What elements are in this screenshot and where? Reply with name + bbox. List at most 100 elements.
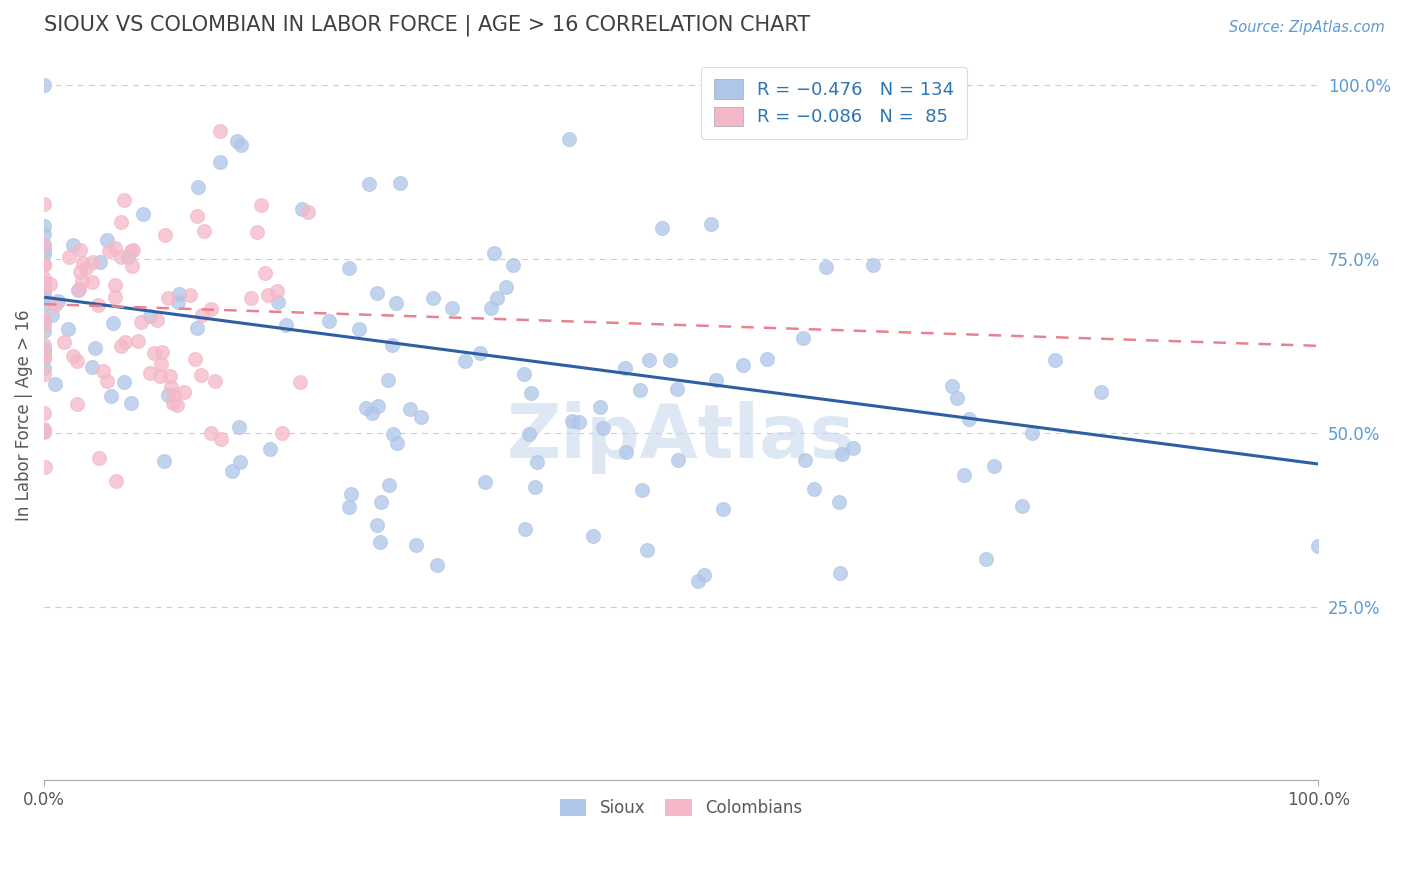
Point	[381, 337, 404, 351]
Point	[628, 383, 651, 397]
Point	[495, 280, 517, 294]
Point	[69, 244, 91, 258]
Point	[110, 215, 132, 229]
Point	[32, 219, 55, 234]
Point	[368, 535, 391, 549]
Point	[32, 227, 55, 241]
Point	[208, 154, 231, 169]
Point	[711, 501, 734, 516]
Point	[200, 302, 222, 317]
Point	[953, 467, 976, 482]
Point	[1090, 385, 1112, 400]
Point	[1043, 352, 1066, 367]
Point	[80, 359, 103, 374]
Point	[179, 287, 201, 301]
Point	[32, 237, 55, 252]
Point	[146, 312, 169, 326]
Point	[32, 258, 55, 272]
Point	[139, 366, 162, 380]
Point	[186, 321, 208, 335]
Point	[193, 224, 215, 238]
Point	[704, 373, 727, 387]
Point	[114, 335, 136, 350]
Point	[32, 314, 55, 328]
Point	[58, 251, 80, 265]
Point	[1011, 499, 1033, 513]
Point	[485, 292, 508, 306]
Point	[803, 482, 825, 496]
Point	[121, 259, 143, 273]
Point	[32, 367, 55, 381]
Point	[132, 207, 155, 221]
Point	[32, 361, 55, 376]
Point	[792, 330, 814, 344]
Point	[1308, 539, 1330, 553]
Point	[208, 124, 231, 138]
Text: SIOUX VS COLOMBIAN IN LABOR FORCE | AGE > 16 CORRELATION CHART: SIOUX VS COLOMBIAN IN LABOR FORCE | AGE …	[44, 15, 810, 37]
Point	[253, 266, 276, 280]
Point	[183, 352, 205, 367]
Point	[149, 368, 172, 383]
Point	[502, 258, 524, 272]
Point	[32, 243, 55, 257]
Point	[96, 374, 118, 388]
Point	[513, 522, 536, 536]
Point	[229, 455, 252, 469]
Point	[259, 442, 281, 456]
Point	[32, 278, 55, 293]
Point	[366, 286, 388, 301]
Point	[67, 282, 90, 296]
Point	[517, 427, 540, 442]
Point	[122, 244, 145, 258]
Point	[384, 295, 406, 310]
Point	[32, 197, 55, 211]
Legend: Sioux, Colombians: Sioux, Colombians	[550, 789, 813, 827]
Y-axis label: In Labor Force | Age > 16: In Labor Force | Age > 16	[15, 310, 32, 521]
Point	[399, 401, 422, 416]
Point	[84, 341, 107, 355]
Point	[474, 475, 496, 489]
Point	[32, 284, 55, 298]
Point	[32, 297, 55, 311]
Point	[239, 292, 262, 306]
Point	[290, 202, 312, 216]
Point	[941, 379, 963, 393]
Point	[187, 179, 209, 194]
Point	[32, 78, 55, 93]
Point	[153, 453, 176, 467]
Point	[318, 314, 340, 328]
Point	[62, 238, 84, 252]
Point	[651, 221, 673, 235]
Point	[1021, 426, 1043, 441]
Point	[226, 134, 249, 148]
Point	[105, 474, 128, 488]
Point	[32, 283, 55, 297]
Point	[693, 567, 716, 582]
Point	[120, 396, 142, 410]
Point	[32, 424, 55, 438]
Point	[700, 217, 723, 231]
Point	[32, 343, 55, 358]
Point	[426, 558, 449, 572]
Point	[112, 375, 135, 389]
Point	[82, 255, 104, 269]
Point	[173, 384, 195, 399]
Point	[32, 348, 55, 362]
Point	[32, 318, 55, 333]
Point	[117, 250, 139, 264]
Point	[32, 406, 55, 420]
Point	[89, 254, 111, 268]
Point	[62, 349, 84, 363]
Point	[592, 420, 614, 434]
Point	[794, 452, 817, 467]
Point	[98, 244, 121, 258]
Point	[82, 275, 104, 289]
Point	[377, 478, 399, 492]
Point	[814, 260, 837, 274]
Point	[484, 245, 506, 260]
Point	[66, 283, 89, 297]
Point	[381, 427, 404, 442]
Point	[666, 453, 689, 467]
Point	[32, 422, 55, 436]
Point	[526, 455, 548, 469]
